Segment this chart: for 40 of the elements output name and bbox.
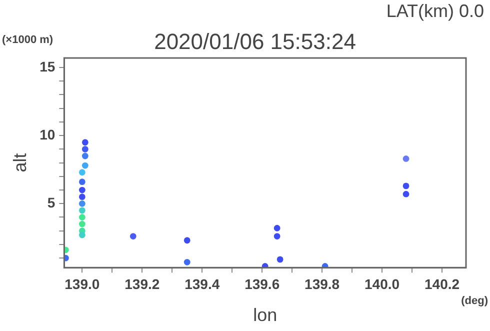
x-tick-label: 139.6 <box>244 276 280 292</box>
text: (×1000 m) <box>2 34 54 46</box>
x-tick-label: 139.2 <box>124 276 160 292</box>
y-tick-label: 5 <box>47 194 56 210</box>
point <box>184 237 190 244</box>
point <box>78 207 86 214</box>
chart-title: 2020/01/06 15:53:24 <box>154 29 356 54</box>
x-tick-label: 139.8 <box>304 276 340 292</box>
point <box>274 224 280 232</box>
x-tick-label: 140.0 <box>364 276 400 292</box>
text: (deg) <box>461 295 488 307</box>
y-tick-label: 15 <box>40 58 56 74</box>
y-axis-title: alt <box>10 153 30 172</box>
point <box>78 194 86 200</box>
point <box>402 156 410 162</box>
point <box>78 220 86 228</box>
point <box>274 233 280 240</box>
point <box>78 186 86 194</box>
x-tick-label: 139.4 <box>184 276 220 292</box>
point <box>78 178 86 186</box>
point <box>78 200 86 207</box>
x-tick-label: 140.2 <box>424 276 460 292</box>
point <box>82 146 88 152</box>
x-axis-title: lon <box>253 305 278 326</box>
point <box>322 263 328 268</box>
point <box>82 139 88 146</box>
chart-subtitle: LAT(km) 0.0 <box>386 1 484 21</box>
point <box>262 263 268 268</box>
point <box>82 152 88 160</box>
point <box>78 232 86 238</box>
point <box>78 169 86 176</box>
x-tick-label: 139.0 <box>64 276 100 292</box>
point <box>402 190 410 198</box>
point <box>78 214 86 220</box>
point <box>184 258 190 266</box>
point <box>276 256 284 263</box>
point <box>82 162 88 169</box>
point <box>402 182 410 190</box>
point <box>130 233 136 240</box>
y-tick-label: 10 <box>40 126 56 142</box>
